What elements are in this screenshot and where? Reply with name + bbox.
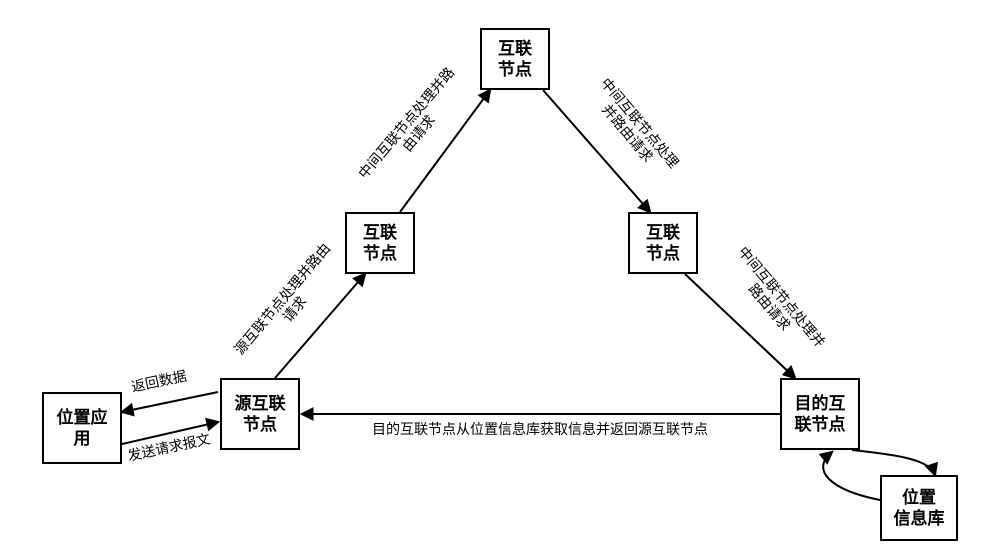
edge-label-src_node-to-loc_app: 返回数据: [130, 367, 188, 394]
node-label: 互联 节点: [363, 222, 397, 265]
node-label: 互联 节点: [498, 38, 532, 81]
edge-loc_db-to-dst_node: [823, 452, 880, 500]
edge-mid_right-to-dst_node: [685, 274, 795, 378]
edge-src_node-to-loc_app: [122, 392, 218, 412]
edge-loc_app-to-src_node: [122, 422, 218, 444]
node-label: 互联 节点: [646, 222, 680, 265]
edge-dst_node-to-loc_db: [852, 450, 935, 475]
node-interconnect-top: 互联 节点: [480, 28, 550, 90]
node-label: 目的互 联节点: [795, 393, 846, 436]
node-label: 位置应 用: [57, 407, 108, 450]
edge-label-mid_left-to-top_node: 中间互联节点处理并路由请求: [355, 64, 470, 192]
node-location-db: 位置 信息库: [880, 475, 958, 541]
edge-label-top_node-to-mid_right: 中间互联节点处理并路由请求: [585, 75, 682, 181]
edge-label-mid_right-to-dst_node: 中间互联节点处理并路由请求: [723, 243, 829, 360]
node-label: 源互联 节点: [235, 393, 286, 436]
diagram-stage: { "canvas": { "width": 1000, "height": 5…: [0, 0, 1000, 553]
node-source-interconnect: 源互联 节点: [220, 378, 300, 450]
node-location-app: 位置应 用: [42, 392, 122, 464]
node-interconnect-mid-left: 互联 节点: [345, 212, 415, 274]
node-label: 位置 信息库: [894, 487, 945, 530]
edge-mid_left-to-top_node: [400, 90, 490, 212]
edge-src_node-to-mid_left: [275, 274, 365, 378]
edge-label-loc_app-to-src_node: 发送请求报文: [126, 431, 211, 464]
edge-top_node-to-mid_right: [543, 90, 650, 212]
node-dest-interconnect: 目的互 联节点: [780, 378, 860, 450]
edge-label-dst_node-to-src_node: 目的互联节点从位置信息库获取信息并返回源互联节点: [372, 421, 708, 437]
edge-label-src_node-to-mid_left: 源互联节点处理并路由请求: [231, 240, 346, 368]
node-interconnect-mid-right: 互联 节点: [628, 212, 698, 274]
